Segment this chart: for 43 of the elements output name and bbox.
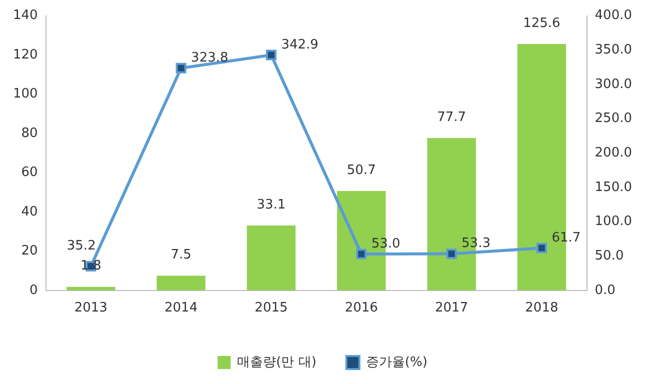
y2-tick-label: 100.0 xyxy=(594,214,632,230)
data-label: 50.7 xyxy=(346,162,376,178)
y2-tick-label: 150.0 xyxy=(594,180,632,195)
point xyxy=(536,242,547,254)
x-tick-label: 2016 xyxy=(344,300,378,316)
y-tick-label: 140 xyxy=(12,8,38,24)
y2-tick-label: 300.0 xyxy=(594,76,632,92)
x-tick-label: 2014 xyxy=(164,300,198,316)
y2-tick-label: 0.0 xyxy=(594,282,616,298)
y2-tick-label: 250.0 xyxy=(594,111,632,126)
x-tick-label: 2013 xyxy=(74,300,108,316)
data-label: 61.7 xyxy=(552,230,581,246)
data-label: 342.9 xyxy=(281,37,318,52)
bar xyxy=(246,225,296,290)
data-label: 125.6 xyxy=(523,16,560,31)
x-tick-label: 2017 xyxy=(434,300,468,316)
data-label: 77.7 xyxy=(437,110,466,125)
point xyxy=(176,62,186,74)
y-tick-label: 80 xyxy=(21,126,38,141)
legend-label: 증가율(%) xyxy=(366,354,428,370)
data-label: 323.8 xyxy=(191,50,228,66)
y-tick-label: 60 xyxy=(21,165,38,180)
y-tick-label: 40 xyxy=(21,204,38,220)
y-tick-label: 120 xyxy=(12,47,38,62)
data-label: 53.0 xyxy=(371,236,400,252)
data-label: 33.1 xyxy=(256,197,286,212)
point xyxy=(446,248,457,260)
x-tick-label: 2018 xyxy=(525,300,558,316)
y2-tick-label: 50.0 xyxy=(594,248,624,264)
point xyxy=(266,50,276,60)
data-label: 35.2 xyxy=(66,238,96,254)
y-tick-label: 20 xyxy=(21,244,38,259)
point xyxy=(356,248,367,260)
bar xyxy=(156,276,206,290)
y-tick-label: 0 xyxy=(30,282,38,298)
y2-tick-label: 350.0 xyxy=(594,42,632,58)
y2-tick-label: 200.0 xyxy=(594,145,632,160)
y-tick-label: 100 xyxy=(12,86,38,102)
legend-label: 매출량(만 대) xyxy=(237,354,316,370)
data-label: 1.8 xyxy=(80,258,102,274)
y2-tick-label: 400.0 xyxy=(594,8,632,24)
data-label: 7.5 xyxy=(170,248,192,263)
x-tick-label: 2015 xyxy=(254,300,288,316)
